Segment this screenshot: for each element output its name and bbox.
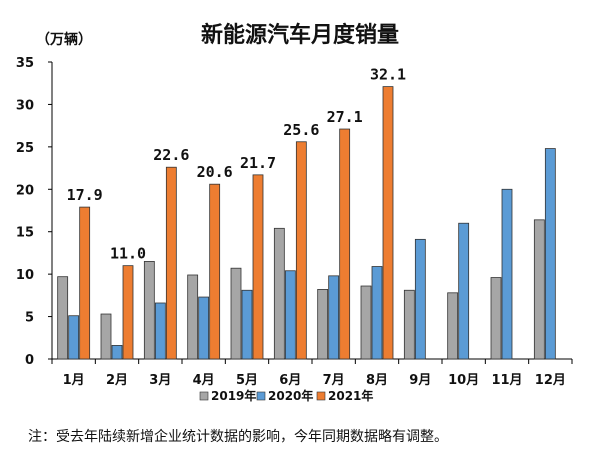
x-tick-label: 6月 — [279, 373, 301, 388]
bar-2019年 — [317, 289, 329, 360]
legend-swatch — [199, 391, 209, 401]
x-tick-label: 12月 — [535, 373, 566, 388]
data-label: 11.0 — [110, 245, 146, 263]
x-tick-label: 3月 — [149, 373, 171, 388]
legend: 2019年 2020年 2021年 — [199, 388, 373, 403]
y-tick-label: 35 — [16, 56, 34, 71]
bar-2019年 — [187, 274, 199, 360]
y-tick-label: 10 — [16, 268, 34, 283]
x-tick-label: 4月 — [193, 373, 215, 388]
bar-2019年 — [100, 313, 112, 360]
legend-label: 2020年 — [268, 388, 313, 403]
x-tick-label: 5月 — [236, 373, 258, 388]
data-label: 17.9 — [67, 186, 103, 204]
bar-2021年 — [339, 128, 351, 360]
data-label: 21.7 — [240, 154, 276, 172]
legend-label: 2021年 — [328, 388, 373, 403]
legend-swatch — [316, 391, 326, 401]
bar-2020年 — [111, 345, 123, 360]
legend-label: 2019年 — [211, 388, 256, 403]
y-tick-label: 0 — [25, 353, 34, 368]
data-label: 22.6 — [153, 146, 189, 164]
data-label: 32.1 — [370, 66, 406, 84]
x-tick-label: 11月 — [491, 373, 522, 388]
legend-swatch — [256, 391, 266, 401]
x-tick-label: 8月 — [366, 373, 388, 388]
bar-2021年 — [165, 166, 177, 360]
bar-2020年 — [371, 266, 383, 360]
bar-2021年 — [295, 141, 307, 360]
data-labels-group: 17.9 11.0 22.6 20.6 21.7 25.6 27.1 32.1 — [67, 66, 406, 263]
bar-2019年 — [533, 219, 545, 360]
bar-2020年 — [154, 302, 166, 360]
bar-2020年 — [198, 296, 210, 360]
x-tick-label: 7月 — [323, 373, 345, 388]
bar-2020年 — [284, 270, 296, 360]
bar-2021年 — [382, 86, 394, 360]
x-tick-label: 10月 — [448, 373, 479, 388]
bar-2020年 — [414, 238, 426, 360]
y-tick-label: 5 — [25, 311, 34, 326]
x-axis: 1月 2月 3月 4月 5月 6月 7月 8月 9月 10月 11月 12月 — [51, 358, 573, 388]
bar-2020年 — [328, 275, 340, 360]
data-label: 20.6 — [197, 163, 233, 181]
bar-2021年 — [252, 174, 264, 360]
footnote: 注：受去年陆续新增企业统计数据的影响，今年同期数据略有调整。 — [28, 428, 448, 445]
x-tick-label: 2月 — [106, 373, 128, 388]
chart-title: 新能源汽车月度销量 — [201, 22, 399, 48]
x-tick-label: 1月 — [63, 373, 85, 388]
bar-2020年 — [501, 188, 513, 360]
bar-2019年 — [230, 267, 242, 360]
x-tick-label: 9月 — [409, 373, 431, 388]
bar-2021年 — [209, 183, 221, 360]
y-unit-label: （万辆） — [36, 31, 92, 48]
y-tick-label: 30 — [16, 98, 34, 113]
bar-2020年 — [544, 148, 556, 360]
bar-2020年 — [68, 315, 80, 360]
y-tick-label: 20 — [16, 183, 34, 198]
y-tick-label: 15 — [16, 226, 34, 241]
y-axis: 0 5 10 15 20 25 30 35 — [16, 56, 53, 368]
y-tick-label: 25 — [16, 141, 34, 156]
data-label: 25.6 — [283, 121, 319, 139]
bar-2019年 — [403, 289, 415, 360]
bar-2019年 — [360, 285, 372, 360]
bar-2019年 — [143, 261, 155, 360]
data-label: 27.1 — [327, 108, 363, 126]
bar-2019年 — [273, 227, 285, 360]
bar-2019年 — [57, 276, 69, 360]
bar-2020年 — [458, 222, 470, 360]
bars-group — [57, 86, 556, 360]
bar-2021年 — [122, 265, 134, 360]
bar-2019年 — [447, 292, 459, 360]
bar-2021年 — [79, 206, 91, 360]
bar-2019年 — [490, 277, 502, 360]
bar-2020年 — [241, 289, 253, 360]
